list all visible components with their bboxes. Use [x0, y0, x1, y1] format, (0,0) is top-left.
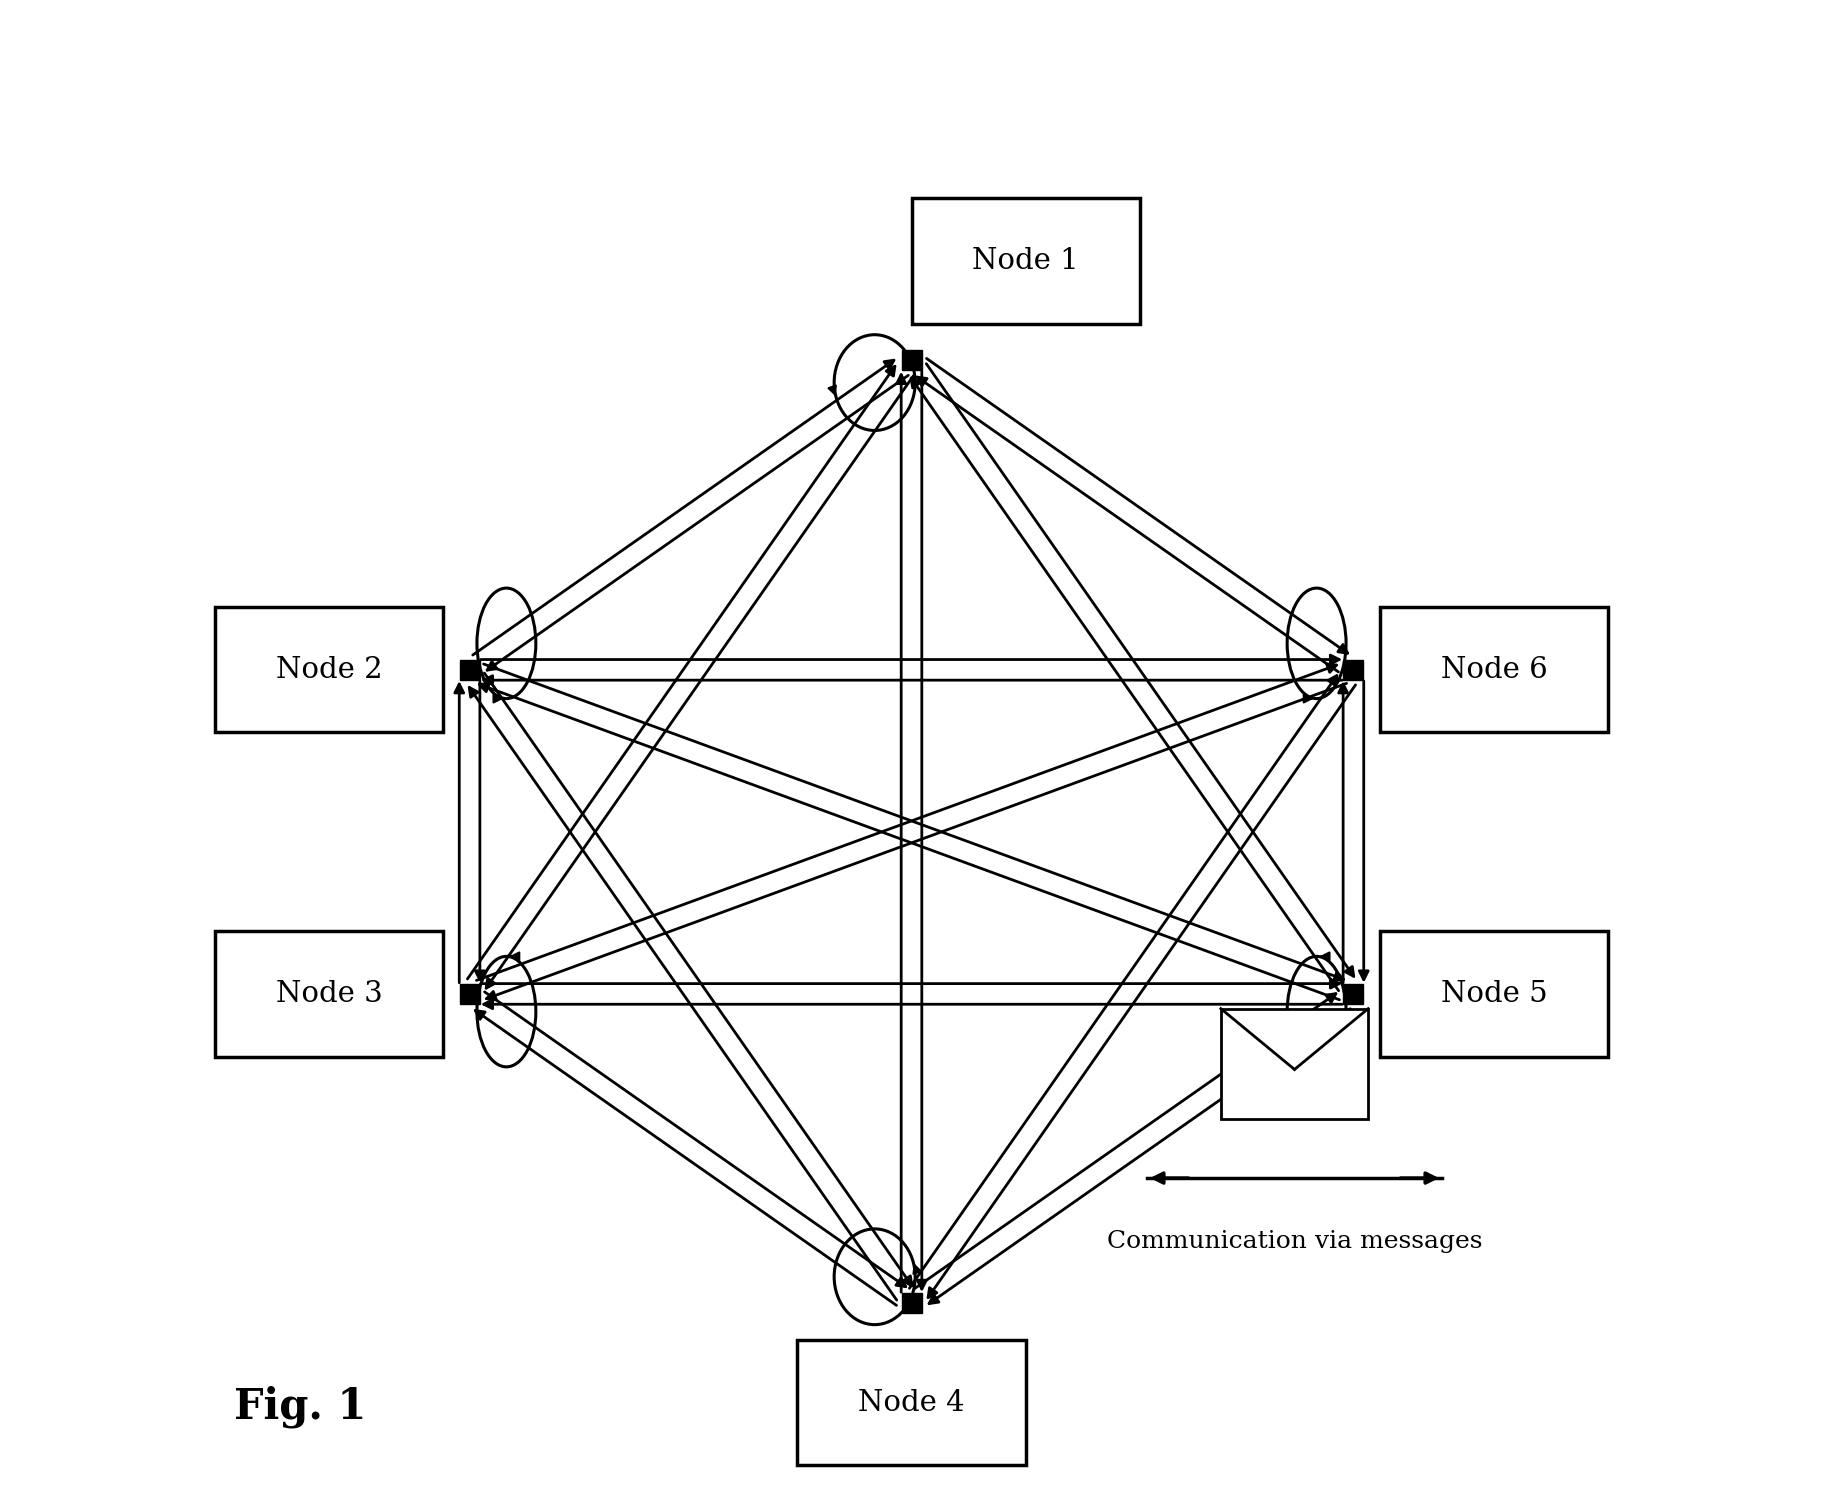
- Text: Node 1: Node 1: [972, 247, 1079, 275]
- FancyBboxPatch shape: [1380, 931, 1608, 1057]
- Text: Node 3: Node 3: [275, 980, 383, 1008]
- FancyBboxPatch shape: [912, 198, 1139, 324]
- Text: Node 6: Node 6: [1440, 656, 1548, 684]
- Text: Communication via messages: Communication via messages: [1107, 1230, 1482, 1252]
- FancyBboxPatch shape: [1221, 1008, 1369, 1120]
- Text: Node 2: Node 2: [275, 656, 383, 684]
- Text: Node 4: Node 4: [859, 1389, 964, 1417]
- Text: Fig. 1: Fig. 1: [233, 1386, 366, 1429]
- FancyBboxPatch shape: [1380, 607, 1608, 733]
- FancyBboxPatch shape: [215, 931, 443, 1057]
- FancyBboxPatch shape: [797, 1340, 1026, 1465]
- Text: Node 5: Node 5: [1440, 980, 1548, 1008]
- FancyBboxPatch shape: [215, 607, 443, 733]
